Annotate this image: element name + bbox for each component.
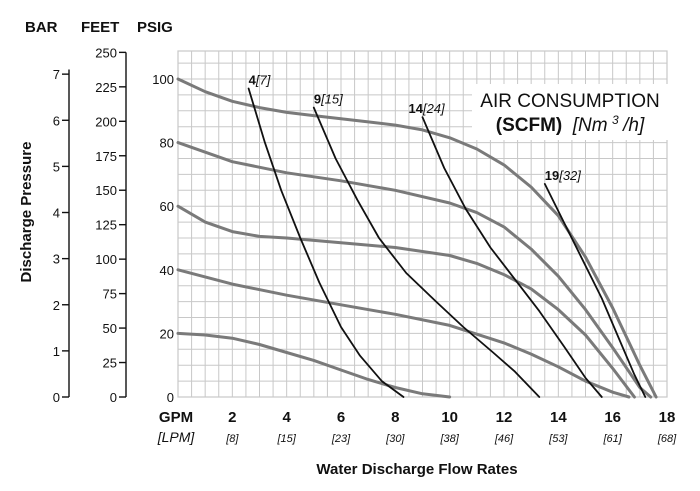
- annotation-title: AIR CONSUMPTION: [480, 91, 659, 112]
- pressure-curve: [176, 331, 452, 399]
- lpm-tick-label: [30]: [385, 433, 405, 445]
- pressure-curve: [176, 204, 636, 399]
- bar-tick-label: 1: [53, 344, 60, 359]
- annotation-units: (SCFM) [Nm 3 /h]: [496, 111, 645, 136]
- bar-tick-label: 3: [53, 252, 60, 267]
- lpm-tick-label: [61]: [602, 433, 622, 445]
- gpm-tick-label: 6: [337, 409, 345, 426]
- bar-tick-label: 2: [53, 298, 60, 313]
- annotation-box: [472, 84, 670, 140]
- bar-tick-label: 6: [53, 113, 60, 128]
- feet-tick-label: 225: [95, 80, 117, 95]
- air-curve-label: 19[32]: [545, 168, 582, 183]
- psig-tick-label: 20: [160, 326, 174, 341]
- annotation-nm: [Nm: [572, 115, 608, 136]
- feet-tick-label: 125: [95, 218, 117, 233]
- gpm-tick-label: 10: [441, 409, 458, 426]
- gpm-tick-label: 18: [659, 409, 676, 426]
- lpm-tick-label: [8]: [225, 433, 239, 445]
- bar-tick-label: 7: [53, 67, 60, 82]
- air-curve-label-metric: [32]: [558, 168, 581, 183]
- air-curve-label: 9[15]: [314, 92, 343, 107]
- air-consumption-curve: [421, 116, 603, 398]
- air-curve-label-scfm: 14: [409, 101, 424, 116]
- gpm-tick-label: 4: [282, 409, 291, 426]
- gpm-tick-label: 12: [496, 409, 513, 426]
- feet-tick-label: 150: [95, 183, 117, 198]
- lpm-unit-label: [LPM]: [157, 429, 196, 445]
- air-consumption-curve: [543, 183, 647, 398]
- lpm-tick-label: [38]: [439, 433, 459, 445]
- pressure-curve: [176, 77, 658, 399]
- air-curve-label-scfm: 19: [545, 168, 559, 183]
- lpm-tick-label: [15]: [276, 433, 296, 445]
- gpm-tick-label: 16: [604, 409, 621, 426]
- bar-tick-label: 5: [53, 159, 60, 174]
- lpm-tick-label: [46]: [494, 433, 514, 445]
- air-consumption-curve: [247, 87, 405, 398]
- annotation-superscript: 3: [612, 113, 619, 127]
- air-consumption-curve: [312, 106, 541, 398]
- air-curve-label-metric: [7]: [255, 73, 271, 88]
- psig-tick-label: 60: [160, 199, 174, 214]
- air-curve-label: 4[7]: [249, 73, 271, 88]
- air-curve-label-scfm: 9: [314, 92, 321, 107]
- psig-unit-header: PSIG: [137, 19, 173, 36]
- feet-tick-label: 50: [103, 321, 117, 336]
- gpm-tick-label: 2: [228, 409, 236, 426]
- feet-tick-label: 100: [95, 252, 117, 267]
- feet-tick-label: 175: [95, 149, 117, 164]
- feet-tick-label: 0: [110, 390, 117, 405]
- air-curve-label-metric: [24]: [422, 101, 445, 116]
- feet-tick-label: 75: [103, 287, 117, 302]
- gpm-unit-label: GPM: [159, 409, 193, 426]
- psig-tick-label: 0: [167, 390, 174, 405]
- feet-tick-label: 250: [95, 45, 117, 60]
- pressure-curve: [176, 141, 653, 399]
- lpm-tick-label: [68]: [657, 433, 677, 445]
- x-axis-title: Water Discharge Flow Rates: [316, 461, 517, 478]
- bar-unit-header: BAR: [25, 19, 58, 36]
- air-curve-label-metric: [15]: [320, 92, 343, 107]
- air-curve-label-scfm: 4: [249, 73, 257, 88]
- lpm-tick-label: [53]: [548, 433, 568, 445]
- feet-unit-header: FEET: [81, 19, 119, 36]
- psig-tick-label: 100: [152, 72, 174, 87]
- gpm-tick-label: 14: [550, 409, 567, 426]
- gpm-tick-label: 8: [391, 409, 399, 426]
- lpm-tick-label: [23]: [331, 433, 351, 445]
- air-curve-label: 14[24]: [409, 101, 446, 116]
- psig-tick-label: 40: [160, 263, 174, 278]
- psig-tick-label: 80: [160, 136, 174, 151]
- annotation-per-hour: /h]: [621, 115, 645, 136]
- annotation-scfm: (SCFM): [496, 115, 562, 136]
- feet-tick-label: 200: [95, 114, 117, 129]
- feet-tick-label: 25: [103, 356, 117, 371]
- bar-tick-label: 0: [53, 390, 60, 405]
- y-axis-title: Discharge Pressure: [18, 142, 35, 283]
- bar-tick-label: 4: [53, 206, 60, 221]
